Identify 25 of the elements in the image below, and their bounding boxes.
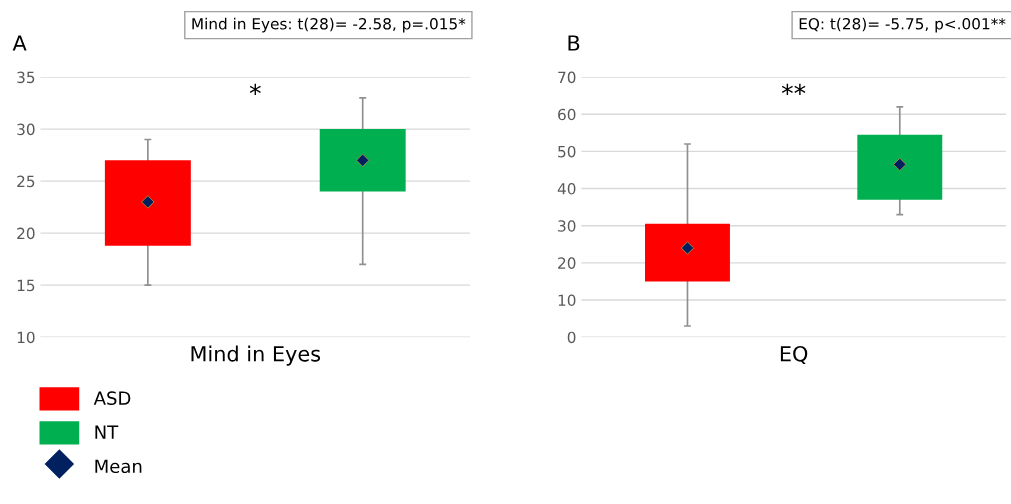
y-tick-label: 25 <box>17 175 35 188</box>
y-tick-label: 40 <box>557 183 576 195</box>
x-tick-label: Mind in Eyes <box>191 345 321 366</box>
chart-title: B <box>568 35 580 51</box>
text: Mind in Eyes: t(28)= -2.58, p=.015* <box>192 17 466 33</box>
y-tick-label: 10 <box>17 331 35 344</box>
y-tick-label: 15 <box>17 279 35 292</box>
y-tick-label: 0 <box>567 331 576 344</box>
y-tick-label: 30 <box>17 123 35 136</box>
chart-title: A <box>12 35 27 51</box>
y-tick-label: 30 <box>558 220 576 232</box>
text: EQ: t(28)= -5.75, p<.001** <box>799 17 1006 33</box>
annotation: * <box>249 83 261 96</box>
legend-label: Mean <box>95 459 142 474</box>
y-tick-label: 50 <box>558 145 576 158</box>
y-tick-label: 60 <box>558 108 576 121</box>
legend-label: ASD <box>93 391 131 405</box>
y-tick-label: 20 <box>558 257 576 269</box>
y-tick-label: 35 <box>17 71 35 84</box>
y-tick-label: 70 <box>558 71 576 84</box>
annotation: ** <box>781 83 806 96</box>
legend-label: NT <box>95 425 119 439</box>
y-tick-label: 20 <box>17 227 35 240</box>
y-tick-label: 10 <box>558 294 576 307</box>
x-tick-label: EQ <box>780 345 808 365</box>
